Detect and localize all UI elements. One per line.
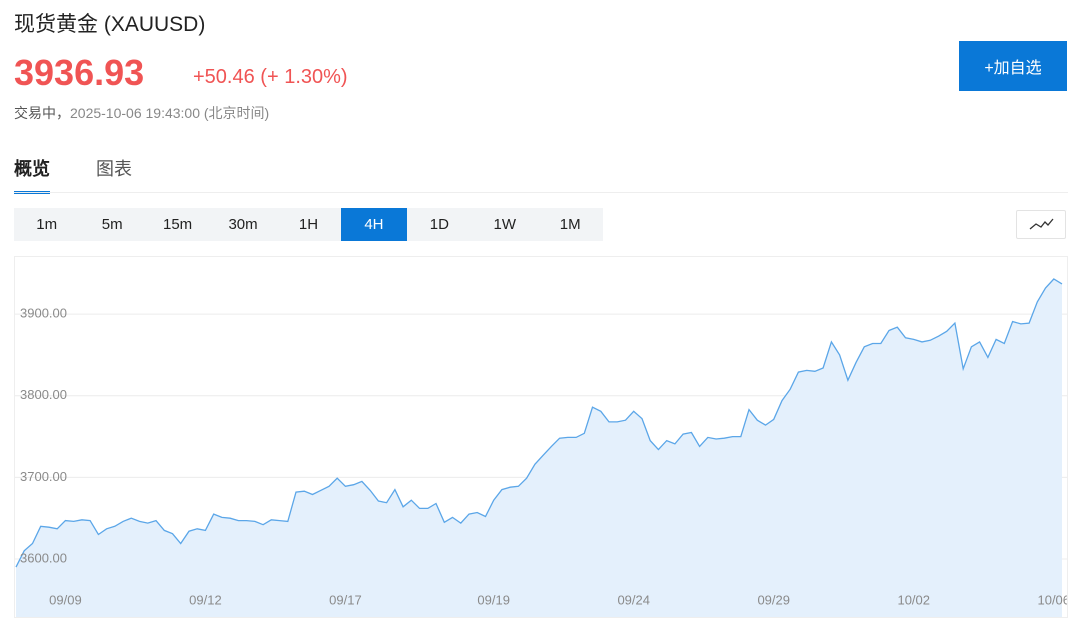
chart-type-button[interactable] [1016,210,1066,239]
change-value: +50.46 [193,66,255,88]
y-tick-label: 3900.00 [20,306,67,321]
chart-frame [14,256,1068,618]
title: 现货黄金 (XAUUSD) [14,13,206,36]
area-fill [16,279,1062,617]
interval-button[interactable]: 1D [429,216,449,233]
x-tick-label: 10/06 [1037,592,1070,607]
x-tick-label: 09/12 [189,592,222,607]
interval-button[interactable]: 1m [36,216,58,233]
chart-type-icon [1029,218,1054,230]
interval-button[interactable]: 5m [101,216,123,233]
divider [14,192,1068,193]
status-text: 交易中， [14,105,70,121]
x-tick-label: 09/19 [477,592,510,607]
price: 3936.93 [14,52,145,93]
interval-button[interactable]: 1H [298,216,319,233]
tab[interactable]: 图表 [96,159,132,179]
x-tick-label: 09/09 [49,592,82,607]
x-tick-label: 09/29 [757,592,790,607]
watchlist-button[interactable]: +加自选 [959,41,1067,91]
x-tick-label: 09/24 [617,592,650,607]
y-tick-label: 3600.00 [20,550,67,565]
change: +50.46 (+ 1.30%) [193,66,348,89]
change-pct: (+ 1.30%) [260,66,348,88]
y-tick-label: 3700.00 [20,469,67,484]
y-tick-label: 3800.00 [20,387,67,402]
x-tick-label: 10/02 [897,592,930,607]
status: 交易中，2025-10-06 19:43:00 (北京时间) [14,103,269,123]
price-line [15,278,1063,568]
interval-button[interactable]: 30m [228,216,258,233]
interval-button[interactable]: 4H [341,208,407,241]
tabs: 概览 图表 [14,155,132,194]
interval-bar: 1m 5m 15m 30m 1H 4H 1D 1W 1M [14,208,603,241]
interval-button[interactable]: 15m [163,216,193,233]
timestamp: 2025-10-06 19:43:00 [70,105,200,121]
tab[interactable]: 概览 [14,155,50,194]
interval-button[interactable]: 1W [493,216,517,233]
x-tick-label: 09/17 [329,592,362,607]
timezone: (北京时间) [203,105,270,121]
interval-button[interactable]: 1M [559,216,581,233]
